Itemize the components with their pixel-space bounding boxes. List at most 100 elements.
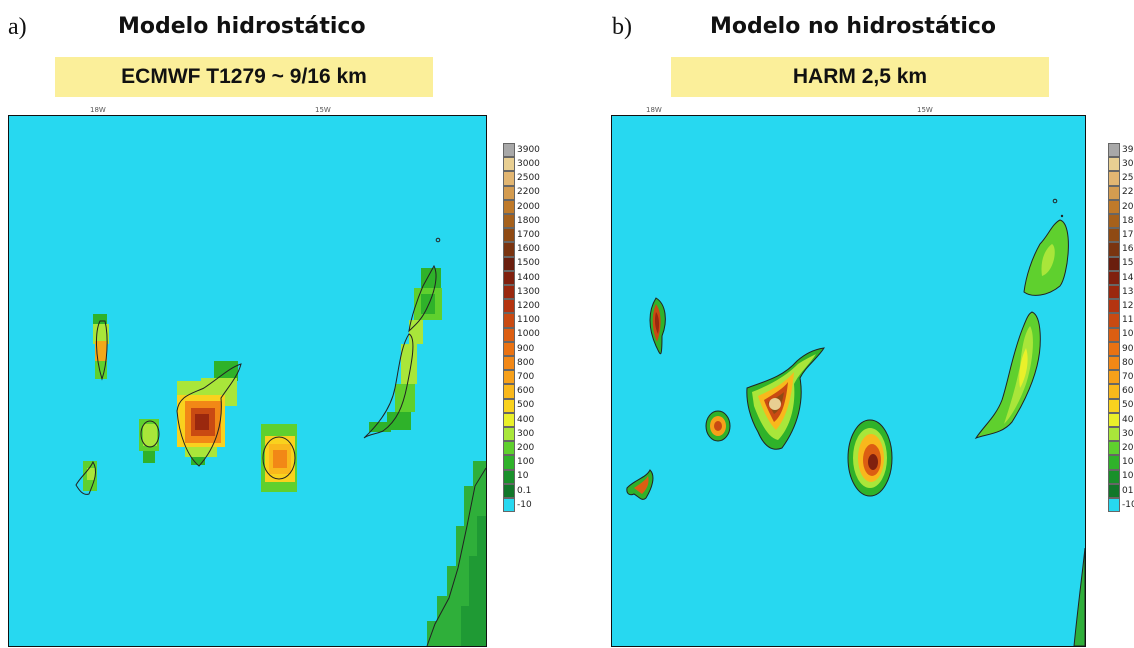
legend-label: 800 bbox=[1122, 358, 1134, 368]
legend-swatch bbox=[1108, 455, 1120, 470]
legend-swatch bbox=[1108, 469, 1120, 484]
lon-label: 18W bbox=[646, 106, 662, 114]
legend-swatch bbox=[1108, 441, 1120, 456]
african-coast bbox=[1073, 547, 1085, 646]
legend-swatch bbox=[503, 341, 515, 356]
lon-label: 18W bbox=[90, 106, 106, 114]
legend-swatch bbox=[503, 313, 515, 328]
legend-label: 01 bbox=[1122, 486, 1134, 496]
legend-swatch bbox=[1108, 270, 1120, 285]
legend-label: 500 bbox=[1122, 400, 1134, 410]
island-fuerteventura bbox=[974, 311, 1041, 439]
legend-label: 400 bbox=[517, 415, 535, 425]
legend-label: 1500 bbox=[517, 258, 540, 268]
legend-swatch bbox=[503, 384, 515, 399]
legend-swatch bbox=[503, 157, 515, 172]
lon-label: 15W bbox=[917, 106, 933, 114]
legend-swatch bbox=[503, 185, 515, 200]
legend-label: 1300 bbox=[517, 287, 540, 297]
legend-label: 160 bbox=[1122, 244, 1134, 254]
legend-swatch bbox=[1108, 199, 1120, 214]
legend-label: 100 bbox=[1122, 329, 1134, 339]
legend-label: 390 bbox=[1122, 145, 1134, 155]
resolution-label: HARM 2,5 km bbox=[792, 65, 928, 88]
island-tenerife bbox=[746, 347, 825, 450]
legend-swatch bbox=[1108, 327, 1120, 342]
legend-swatch bbox=[1108, 341, 1120, 356]
legend-swatch bbox=[503, 285, 515, 300]
legend-label: 300 bbox=[1122, 159, 1134, 169]
legend-swatch bbox=[1108, 228, 1120, 243]
legend-swatch bbox=[503, 327, 515, 342]
island-gran-canaria bbox=[847, 419, 893, 497]
legend-label: 900 bbox=[517, 344, 535, 354]
legend-swatch bbox=[503, 256, 515, 271]
legend-label: 100 bbox=[1122, 457, 1134, 467]
legend-label: 2500 bbox=[517, 173, 540, 183]
panel-title: Modelo hidrostático bbox=[118, 14, 366, 39]
legend-label: 1200 bbox=[517, 301, 540, 311]
legend-label: 180 bbox=[1122, 216, 1134, 226]
legend-label: 200 bbox=[1122, 443, 1134, 453]
legend-swatch bbox=[503, 498, 515, 513]
legend-label: 2200 bbox=[517, 187, 540, 197]
legend-swatch bbox=[503, 455, 515, 470]
legend-swatch bbox=[503, 143, 515, 158]
legend-label: 700 bbox=[517, 372, 535, 382]
legend-swatch bbox=[503, 441, 515, 456]
legend-label: 3000 bbox=[517, 159, 540, 169]
terrain-layer bbox=[75, 237, 486, 646]
legend-swatch bbox=[1108, 384, 1120, 399]
legend-label: 1100 bbox=[517, 315, 540, 325]
panel-letter: b) bbox=[612, 14, 632, 40]
legend-label: 1800 bbox=[517, 216, 540, 226]
legend-label: 110 bbox=[1122, 315, 1134, 325]
legend-swatch bbox=[1108, 483, 1120, 498]
panel-a: a) Modelo hidrostático ECMWF T1279 ~ 9/1… bbox=[8, 14, 540, 647]
legend-label: 10 bbox=[517, 471, 529, 481]
legend-swatch bbox=[1108, 171, 1120, 186]
legend-label: 700 bbox=[1122, 372, 1134, 382]
legend-label: 220 bbox=[1122, 187, 1134, 197]
legend-swatch bbox=[1108, 313, 1120, 328]
legend-label: 0.1 bbox=[517, 486, 532, 496]
legend-swatch bbox=[1108, 285, 1120, 300]
legend-swatch bbox=[1108, 242, 1120, 257]
island-el-hierro bbox=[626, 469, 654, 500]
legend-label: 1700 bbox=[517, 230, 540, 240]
legend-swatch bbox=[1108, 157, 1120, 172]
legend-swatch bbox=[503, 171, 515, 186]
legend-swatch bbox=[503, 469, 515, 484]
legend-swatch bbox=[1108, 256, 1120, 271]
legend-label: 200 bbox=[517, 443, 535, 453]
legend-swatch bbox=[1108, 412, 1120, 427]
legend-label: 400 bbox=[1122, 415, 1134, 425]
legend-label: 600 bbox=[517, 386, 535, 396]
legend-label: -10 bbox=[517, 500, 532, 510]
terrain-layer bbox=[626, 198, 1085, 646]
legend-swatch bbox=[1108, 143, 1120, 158]
legend-swatch bbox=[1108, 214, 1120, 229]
legend-swatch bbox=[503, 427, 515, 442]
legend-swatch bbox=[1108, 498, 1120, 513]
legend-label: 170 bbox=[1122, 230, 1134, 240]
island-la-gomera bbox=[705, 410, 731, 442]
legend-label: 500 bbox=[517, 400, 535, 410]
panel-letter: a) bbox=[8, 14, 27, 40]
island-la-palma bbox=[93, 314, 109, 381]
legend-label: 120 bbox=[1122, 301, 1134, 311]
legend-swatch bbox=[503, 483, 515, 498]
legend-swatch bbox=[1108, 370, 1120, 385]
elevation-map bbox=[611, 115, 1086, 647]
legend-swatch bbox=[1108, 299, 1120, 314]
legend-swatch bbox=[1108, 185, 1120, 200]
resolution-label-box: HARM 2,5 km bbox=[671, 57, 1049, 97]
legend-swatch bbox=[503, 214, 515, 229]
legend-swatch bbox=[503, 270, 515, 285]
legend-swatch bbox=[503, 299, 515, 314]
legend-label: 1600 bbox=[517, 244, 540, 254]
legend-label: 300 bbox=[1122, 429, 1134, 439]
legend-label: 1000 bbox=[517, 329, 540, 339]
legend-swatch bbox=[1108, 427, 1120, 442]
legend-swatch bbox=[503, 242, 515, 257]
